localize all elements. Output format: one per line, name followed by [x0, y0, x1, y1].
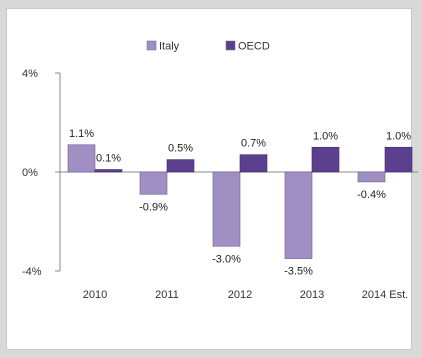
bar-italy-2014est: [357, 171, 386, 183]
bar-italy-2012: [212, 171, 241, 247]
bar-oecd-2012: [239, 154, 268, 173]
x-tick-label: 2013: [300, 289, 324, 301]
bar-oecd-2011: [166, 159, 195, 173]
legend-swatch-oecd: [225, 40, 236, 51]
x-tick-label: 2010: [83, 289, 107, 301]
bar-oecd-2013: [311, 146, 340, 173]
bar-italy-2011: [139, 171, 168, 195]
bar-italy-2010: [67, 144, 96, 173]
legend-label-oecd: OECD: [238, 41, 270, 53]
x-tick-label: 2012: [228, 289, 252, 301]
data-label-italy: -0.4%: [357, 189, 386, 201]
bar-oecd-2014est: [384, 146, 413, 173]
y-tick-label: 0%: [22, 167, 38, 179]
data-label-oecd: 0.5%: [168, 143, 193, 155]
chart-panel: [6, 8, 412, 350]
bar-italy-2013: [284, 171, 313, 259]
bar-oecd-2010: [94, 169, 123, 173]
data-label-italy: -0.9%: [139, 201, 168, 213]
x-tick-label: 2014 Est.: [362, 289, 408, 301]
data-label-oecd: 1.0%: [313, 130, 338, 142]
x-tick-label: 2011: [155, 289, 179, 301]
y-tick-label: 4%: [22, 68, 38, 80]
data-label-oecd: 1.0%: [386, 130, 411, 142]
data-label-oecd: 0.7%: [241, 138, 266, 150]
data-label-italy: -3.0%: [212, 253, 241, 265]
legend-swatch-italy: [146, 40, 157, 51]
data-label-italy: 1.1%: [69, 128, 94, 140]
data-label-oecd: 0.1%: [96, 153, 121, 165]
legend-label-italy: Italy: [159, 41, 180, 53]
y-tick-label: -4%: [22, 266, 42, 278]
data-label-italy: -3.5%: [284, 266, 313, 278]
